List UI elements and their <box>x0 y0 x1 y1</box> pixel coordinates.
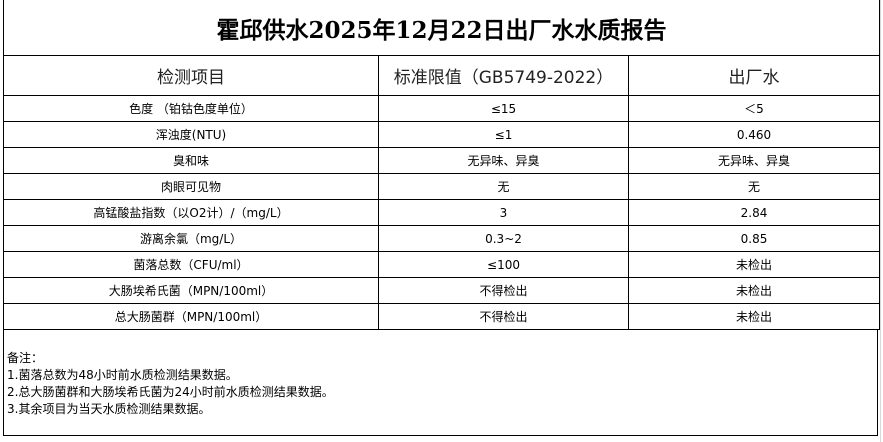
cell-item[interactable]: 游离余氯（mg/L） <box>3 225 379 252</box>
water-quality-table: 霍邱供水2025年12月22日出厂水水质报告 检测项目 标准限值（GB5749-… <box>3 0 880 330</box>
note-line: 3.其余项目为当天水质检测结果数据。 <box>7 402 211 416</box>
table-row: 游离余氯（mg/L） 0.3~2 0.85 <box>3 225 880 252</box>
note-line: 1.菌落总数为48小时前水质检测结果数据。 <box>7 368 238 382</box>
cell-item[interactable]: 大肠埃希氏菌（MPN/100ml） <box>3 277 379 304</box>
cell-value[interactable]: 0.85 <box>628 225 880 252</box>
cell-item[interactable]: 色度 （铂钴色度单位） <box>3 95 379 122</box>
cell-item[interactable]: 高锰酸盐指数（以O2计）/（mg/L） <box>3 199 379 226</box>
report-sheet: 霍邱供水2025年12月22日出厂水水质报告 检测项目 标准限值（GB5749-… <box>3 0 880 330</box>
cell-item[interactable]: 肉眼可见物 <box>3 173 379 200</box>
cell-value[interactable]: 未检出 <box>628 251 880 278</box>
cell-value[interactable]: 无异味、异臭 <box>628 147 880 174</box>
cell-limit[interactable]: 不得检出 <box>378 303 629 330</box>
cell-value[interactable]: 0.460 <box>628 121 880 148</box>
sheet-gridline <box>880 0 883 442</box>
notes-cell[interactable]: 备注： 1.菌落总数为48小时前水质检测结果数据。 2.总大肠菌群和大肠埃希氏菌… <box>3 330 878 436</box>
cell-value[interactable]: 2.84 <box>628 199 880 226</box>
header-limit[interactable]: 标准限值（GB5749-2022） <box>378 55 629 96</box>
cell-item[interactable]: 臭和味 <box>3 147 379 174</box>
header-item[interactable]: 检测项目 <box>3 55 379 96</box>
cell-limit[interactable]: 3 <box>378 199 629 226</box>
cell-value[interactable]: 无 <box>628 173 880 200</box>
table-row: 总大肠菌群（MPN/100ml） 不得检出 未检出 <box>3 303 880 330</box>
table-row: 大肠埃希氏菌（MPN/100ml） 不得检出 未检出 <box>3 277 880 304</box>
cell-item[interactable]: 菌落总数（CFU/ml） <box>3 251 379 278</box>
table-row: 肉眼可见物无无 <box>3 173 880 200</box>
table-row: 臭和味 无异味、异臭 无异味、异臭 <box>3 147 880 174</box>
cell-limit[interactable]: 0.3~2 <box>378 225 629 252</box>
cell-limit[interactable]: ≤1 <box>378 121 629 148</box>
table-row: 菌落总数（CFU/ml） ≤100 未检出 <box>3 251 880 278</box>
notes-label: 备注： <box>7 351 44 365</box>
cell-value[interactable]: 未检出 <box>628 303 880 330</box>
cell-limit[interactable]: 无异味、异臭 <box>378 147 629 174</box>
cell-value[interactable]: ＜5 <box>628 95 880 122</box>
table-row: 色度 （铂钴色度单位） ≤15 ＜5 <box>3 95 880 122</box>
cell-value[interactable]: 未检出 <box>628 277 880 304</box>
table-row: 浑浊度(NTU) ≤1 0.460 <box>3 121 880 148</box>
header-value[interactable]: 出厂水 <box>628 55 880 96</box>
cell-limit[interactable]: 无 <box>378 173 629 200</box>
table-row: 高锰酸盐指数（以O2计）/（mg/L） 3 2.84 <box>3 199 880 226</box>
cell-limit[interactable]: 不得检出 <box>378 277 629 304</box>
report-title[interactable]: 霍邱供水2025年12月22日出厂水水质报告 <box>3 0 880 56</box>
note-line: 2.总大肠菌群和大肠埃希氏菌为24小时前水质检测结果数据。 <box>7 385 334 399</box>
cell-item[interactable]: 浑浊度(NTU) <box>3 121 379 148</box>
cell-limit[interactable]: ≤100 <box>378 251 629 278</box>
cell-item[interactable]: 总大肠菌群（MPN/100ml） <box>3 303 379 330</box>
cell-limit[interactable]: ≤15 <box>378 95 629 122</box>
